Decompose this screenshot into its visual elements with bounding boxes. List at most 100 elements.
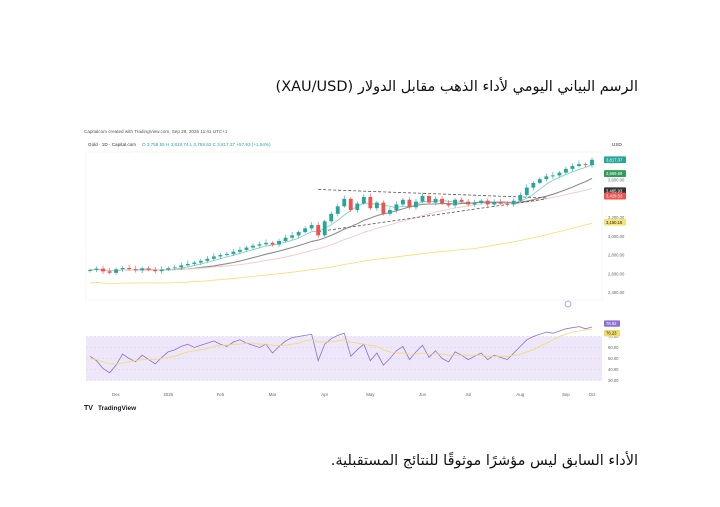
candle-body <box>329 213 334 222</box>
price-badge: 3,669.69 <box>604 170 626 177</box>
candle <box>466 198 471 207</box>
candle <box>394 201 399 213</box>
candle <box>374 200 379 211</box>
candle <box>387 207 392 216</box>
candle-body <box>127 267 132 270</box>
price-badge-bg <box>604 170 626 177</box>
rsi-ma-line <box>89 329 593 365</box>
candle-body <box>107 271 112 273</box>
candle <box>120 265 125 272</box>
candle-body <box>420 196 425 202</box>
candle <box>348 197 353 213</box>
candle-body <box>251 245 255 248</box>
candle-body <box>511 200 516 205</box>
tradingview-brand: TradingView <box>98 405 137 412</box>
candle <box>570 163 575 172</box>
candle <box>179 262 184 271</box>
candle-body <box>361 196 366 204</box>
candle <box>361 194 366 206</box>
alert-icon <box>564 300 572 308</box>
candle <box>94 266 99 273</box>
candle-body <box>270 242 275 245</box>
candle <box>335 203 340 217</box>
candle <box>537 176 542 185</box>
candle <box>368 193 373 211</box>
candle-body <box>524 187 529 196</box>
candle <box>251 243 255 250</box>
time-axis: Dec 2025 Feb Mar Apr May Jun Jul Aug Sep Oct <box>112 392 596 397</box>
candle <box>511 198 516 208</box>
candle-body <box>342 198 347 207</box>
candle <box>114 267 119 275</box>
candle <box>544 173 549 182</box>
candle <box>224 251 229 257</box>
candle-body <box>146 268 151 270</box>
candle-body <box>505 203 510 205</box>
candle-body <box>192 262 197 264</box>
candle <box>101 265 105 275</box>
candle <box>381 200 386 216</box>
candle-body <box>211 256 216 259</box>
price-badge: 3,817.37 <box>604 156 626 164</box>
chart-ohlc: O 3,759.55 H 3,819.74 L 3,759.52 C 3,817… <box>142 142 271 147</box>
candle-body <box>446 203 451 206</box>
time-axis-label: Dec <box>112 392 121 397</box>
moving-averages <box>89 164 593 285</box>
candle-body <box>387 210 392 214</box>
candle-body <box>198 260 203 263</box>
time-axis-label: Oct <box>589 392 597 397</box>
candle-body <box>172 267 177 269</box>
price-pane <box>85 151 603 301</box>
price-badge-bg <box>604 192 626 200</box>
candle <box>316 221 321 238</box>
candle <box>159 266 164 274</box>
candle-body <box>218 255 223 257</box>
candle-body <box>485 200 490 205</box>
price-tick-label: 2,600.00 <box>608 271 625 276</box>
candle <box>590 157 594 168</box>
candle-body <box>583 164 588 166</box>
candle-body <box>238 249 242 252</box>
time-axis-label: Jun <box>419 392 427 397</box>
rsi-level-label: 30.00 <box>608 378 619 383</box>
candle <box>577 160 581 168</box>
candle <box>127 265 132 271</box>
candle <box>185 260 190 267</box>
candle-body <box>133 269 138 271</box>
candle-body <box>590 159 594 166</box>
candle-body <box>466 201 471 205</box>
rsi-line <box>89 326 593 374</box>
candle-body <box>166 268 171 270</box>
ma-slow-line <box>89 188 593 272</box>
candle-body <box>348 198 353 211</box>
candle <box>479 199 484 205</box>
chart-currency-label: USD <box>612 142 622 147</box>
candle <box>107 268 112 275</box>
price-badge-label: 3,669.69 <box>606 171 623 176</box>
candle <box>453 198 458 209</box>
time-axis-label: Apr <box>321 392 328 397</box>
triangle-upper-line <box>318 189 547 199</box>
candle-body <box>355 203 360 211</box>
rsi-level-label: 70.00 <box>608 334 619 339</box>
candle-body <box>518 195 523 201</box>
price-badge-label: 3,485.93 <box>606 188 623 193</box>
price-tick-label: 3,200.00 <box>608 215 625 220</box>
candle-body <box>114 269 119 273</box>
time-axis-label: Mar <box>269 392 277 397</box>
rsi-badge-bg <box>604 320 620 327</box>
candle <box>257 241 262 249</box>
candle <box>492 199 497 208</box>
candle-body <box>394 204 399 211</box>
rsi-panel: 70.00 60.00 50.00 40.00 30.00 78.62 76.23 <box>86 320 620 383</box>
candle <box>277 238 281 248</box>
candle <box>172 265 177 271</box>
rsi-badge-label: 76.23 <box>606 331 617 336</box>
time-axis-label: Aug <box>516 392 524 397</box>
candle <box>238 246 242 255</box>
time-axis-label: Feb <box>217 392 225 397</box>
tradingview-logo-mark: TV <box>84 405 93 412</box>
candle-body <box>401 199 405 205</box>
chart-svg: Capitalcom created with TradingView.com,… <box>80 124 636 420</box>
candle <box>401 198 405 206</box>
